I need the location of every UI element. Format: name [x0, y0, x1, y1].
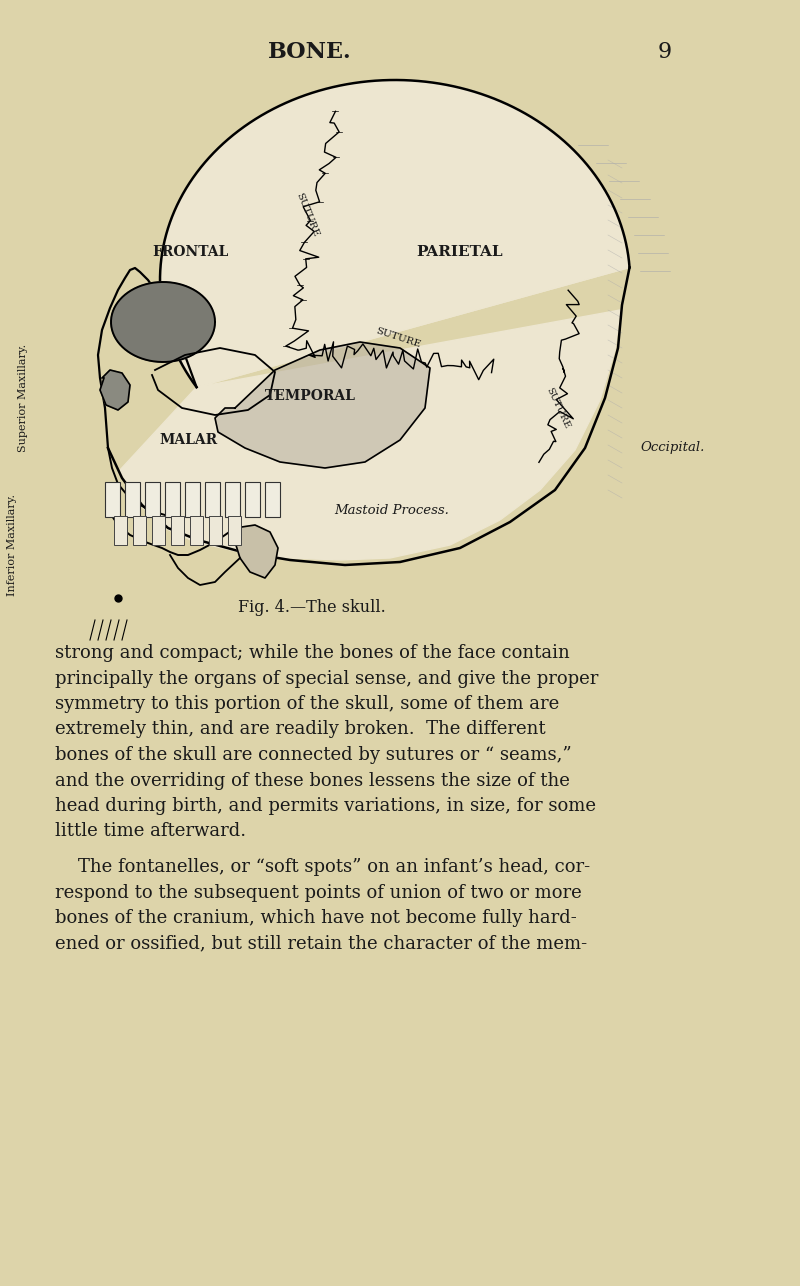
Polygon shape [111, 282, 215, 361]
Text: Fig. 4.—The skull.: Fig. 4.—The skull. [238, 599, 386, 616]
Text: 9: 9 [658, 41, 672, 63]
FancyBboxPatch shape [105, 481, 119, 517]
FancyBboxPatch shape [185, 481, 199, 517]
Text: BONE.: BONE. [268, 41, 352, 63]
Text: bones of the skull are connected by sutures or “ seams,”: bones of the skull are connected by sutu… [55, 746, 572, 764]
FancyBboxPatch shape [165, 481, 179, 517]
FancyBboxPatch shape [265, 481, 279, 517]
Text: respond to the subsequent points of union of two or more: respond to the subsequent points of unio… [55, 883, 582, 901]
Text: symmetry to this portion of the skull, some of them are: symmetry to this portion of the skull, s… [55, 694, 559, 712]
Text: Occipital.: Occipital. [640, 441, 704, 454]
Text: Mastoid Process.: Mastoid Process. [334, 504, 450, 517]
Text: MALAR: MALAR [159, 433, 217, 448]
FancyBboxPatch shape [205, 481, 219, 517]
Text: bones of the cranium, which have not become fully hard-: bones of the cranium, which have not bec… [55, 909, 577, 927]
Text: FRONTAL: FRONTAL [152, 246, 228, 258]
Text: Superior Maxillary.: Superior Maxillary. [18, 343, 28, 453]
FancyBboxPatch shape [225, 481, 239, 517]
FancyBboxPatch shape [125, 481, 139, 517]
Text: principally the organs of special sense, and give the proper: principally the organs of special sense,… [55, 670, 598, 688]
Text: SUTURE: SUTURE [374, 327, 422, 350]
Text: head during birth, and permits variations, in size, for some: head during birth, and permits variation… [55, 797, 596, 815]
Polygon shape [100, 370, 130, 410]
Text: little time afterward.: little time afterward. [55, 823, 246, 841]
Text: The fontanelles, or “soft spots” on an infant’s head, cor-: The fontanelles, or “soft spots” on an i… [55, 858, 590, 876]
Polygon shape [235, 525, 278, 577]
Text: ened or ossified, but still retain the character of the mem-: ened or ossified, but still retain the c… [55, 935, 587, 953]
Text: strong and compact; while the bones of the face contain: strong and compact; while the bones of t… [55, 644, 570, 662]
Text: Inferior Maxillary.: Inferior Maxillary. [7, 494, 17, 595]
FancyBboxPatch shape [227, 516, 241, 544]
FancyBboxPatch shape [170, 516, 183, 544]
Polygon shape [120, 80, 630, 559]
Text: PARIETAL: PARIETAL [417, 246, 503, 258]
FancyBboxPatch shape [190, 516, 202, 544]
FancyBboxPatch shape [133, 516, 146, 544]
FancyBboxPatch shape [209, 516, 222, 544]
FancyBboxPatch shape [145, 481, 159, 517]
FancyBboxPatch shape [151, 516, 165, 544]
Text: extremely thin, and are readily broken.  The different: extremely thin, and are readily broken. … [55, 720, 546, 738]
Text: SUTURE: SUTURE [545, 386, 571, 430]
Text: and the overriding of these bones lessens the size of the: and the overriding of these bones lessen… [55, 772, 570, 790]
FancyBboxPatch shape [245, 481, 259, 517]
Polygon shape [160, 80, 630, 387]
Text: TEMPORAL: TEMPORAL [265, 388, 355, 403]
Polygon shape [215, 342, 430, 468]
FancyBboxPatch shape [114, 516, 126, 544]
Text: SUTURE: SUTURE [294, 192, 320, 238]
